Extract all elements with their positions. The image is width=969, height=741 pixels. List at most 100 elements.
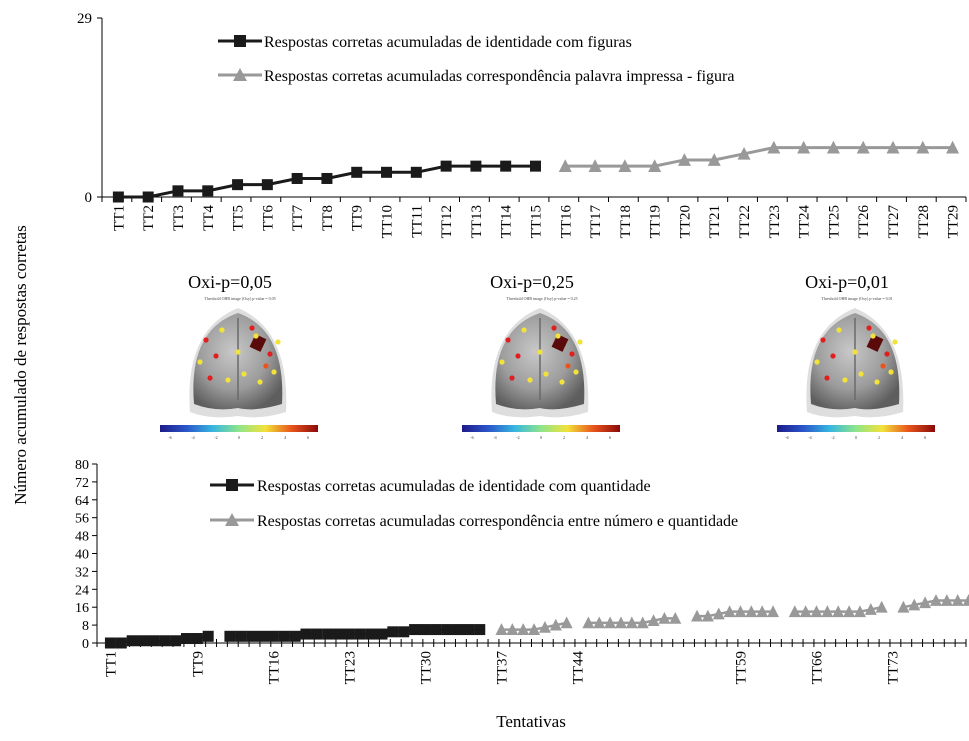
optode-dot — [543, 371, 549, 377]
x-tick-label: TT16 — [558, 205, 574, 239]
bottom-axes: 0 8 16 24 32 40 48 56 64 72 80 TT1 TT9 TT16 TT23 TT30 TT… — [75, 458, 967, 685]
colorbar-tick-label: -4 — [493, 435, 496, 440]
data-point-square — [224, 630, 236, 642]
data-point-triangle — [636, 616, 649, 629]
data-point-triangle — [517, 623, 530, 635]
data-point-square — [311, 628, 323, 640]
x-tick-label: TT66 — [809, 651, 825, 685]
data-point-square — [470, 160, 482, 172]
optode-dot — [836, 327, 842, 333]
x-tick-label: TT73 — [886, 651, 902, 684]
y-tick-label: 16 — [75, 601, 89, 616]
optode-dot — [235, 349, 241, 355]
data-point-triangle — [691, 609, 704, 622]
x-tick-label: TT18 — [618, 205, 634, 238]
top-axes: 0 29 TT1 TT2 TT3 TT4 TT5 TT6 TT7 TT8 TT9 TT10 TT11 TT… — [77, 11, 967, 239]
optode-dot — [271, 369, 277, 375]
data-point-square — [246, 630, 258, 642]
colorbar — [160, 425, 318, 432]
optode-dot — [505, 337, 511, 343]
x-tick-label: TT22 — [737, 205, 753, 238]
optode-dot — [219, 327, 225, 333]
data-point-square — [137, 635, 149, 647]
optode-dot — [824, 375, 830, 381]
x-tick-label: TT7 — [290, 205, 306, 231]
optode-dot — [858, 371, 864, 377]
data-point-triangle — [647, 614, 660, 627]
x-tick-label: TT2 — [141, 205, 157, 231]
optode-dot — [866, 325, 872, 331]
data-point-square — [409, 624, 421, 636]
data-point-triangle — [843, 605, 856, 618]
data-point-triangle — [832, 605, 845, 618]
y-tick-label: 48 — [75, 530, 89, 545]
data-point-square — [148, 635, 160, 647]
data-point-square — [159, 635, 171, 647]
data-point-triangle — [582, 616, 595, 629]
brain-label: Oxi-p=0,01 — [805, 272, 889, 292]
optode-dot — [565, 363, 571, 369]
data-point-triangle — [826, 140, 840, 154]
data-point-square — [300, 628, 312, 640]
data-point-triangle — [528, 623, 541, 635]
optode-dot — [892, 339, 898, 345]
data-point-square — [261, 179, 273, 191]
colorbar-tick-label: -6 — [470, 435, 473, 440]
x-tick-label: TT11 — [409, 205, 425, 238]
data-point-square — [365, 628, 377, 640]
colorbar-tick-label: -4 — [808, 435, 811, 440]
colorbar-tick-label: 4 — [586, 435, 588, 440]
data-point-square — [257, 630, 269, 642]
data-point-triangle — [588, 159, 602, 172]
optode-dot — [820, 337, 826, 343]
data-point-square — [398, 626, 410, 638]
chart-bottom: 0 8 16 24 32 40 48 56 64 72 80 TT1 TT9 TT16 TT23 TT30 TT… — [75, 458, 969, 684]
colorbar-tick-label: -6 — [785, 435, 788, 440]
colorbar-tick-label: -2 — [516, 435, 519, 440]
legend-label-identidade-quantidade: Respostas corretas acumuladas de identid… — [257, 478, 651, 495]
x-tick-label: TT9 — [350, 205, 366, 231]
data-point-square — [410, 166, 422, 178]
data-point-triangle — [658, 611, 671, 624]
colorbar-tick-label: 0 — [855, 435, 857, 440]
y-tick-label: 80 — [75, 458, 89, 473]
brain-panel: Oxi-p=0,25 Threshold OHB image (Oxy) p-va… — [462, 272, 620, 440]
brain-hotspot — [249, 334, 267, 352]
x-tick-label: TT28 — [916, 205, 932, 238]
data-point-triangle — [940, 594, 953, 606]
data-point-triangle — [810, 605, 823, 618]
legend-label-identidade-figuras: Respostas corretas acumuladas de identid… — [264, 34, 632, 51]
x-tick-label: TT8 — [320, 205, 336, 231]
data-point-triangle — [908, 598, 921, 611]
x-tick-label: TT16 — [266, 651, 282, 685]
data-point-triangle — [919, 596, 932, 609]
optode-dot — [559, 379, 565, 385]
optode-dot — [569, 351, 575, 357]
data-point-triangle — [560, 616, 573, 629]
brain-label: Oxi-p=0,05 — [188, 272, 272, 292]
data-point-square — [170, 635, 182, 647]
data-point-triangle — [593, 616, 606, 629]
y-tick-label: 64 — [75, 494, 89, 509]
data-point-triangle — [712, 607, 725, 620]
x-tick-label: TT19 — [648, 205, 664, 238]
data-point-triangle — [604, 616, 617, 629]
data-point-square — [191, 633, 203, 645]
optode-dot — [275, 339, 281, 345]
optode-dot — [870, 333, 876, 339]
bottom-legend: Respostas corretas acumuladas de identid… — [210, 478, 738, 530]
data-point-triangle — [788, 605, 801, 618]
x-tick-label: TT23 — [767, 205, 783, 238]
optode-dot — [555, 333, 561, 339]
data-point-triangle — [916, 140, 930, 154]
brain-panel: Oxi-p=0,05 Threshold OHB image (Oxy) p-va… — [160, 272, 318, 440]
x-tick-label: TT1 — [111, 205, 127, 231]
legend-square-marker — [234, 35, 246, 47]
data-point-square — [291, 172, 303, 184]
optode-dot — [527, 377, 533, 383]
data-point-square — [419, 624, 431, 636]
data-point-square — [351, 166, 363, 178]
data-point-triangle — [618, 159, 632, 172]
legend-label-numero-quantidade: Respostas corretas acumuladas correspond… — [257, 513, 738, 530]
data-point-triangle — [614, 616, 627, 629]
